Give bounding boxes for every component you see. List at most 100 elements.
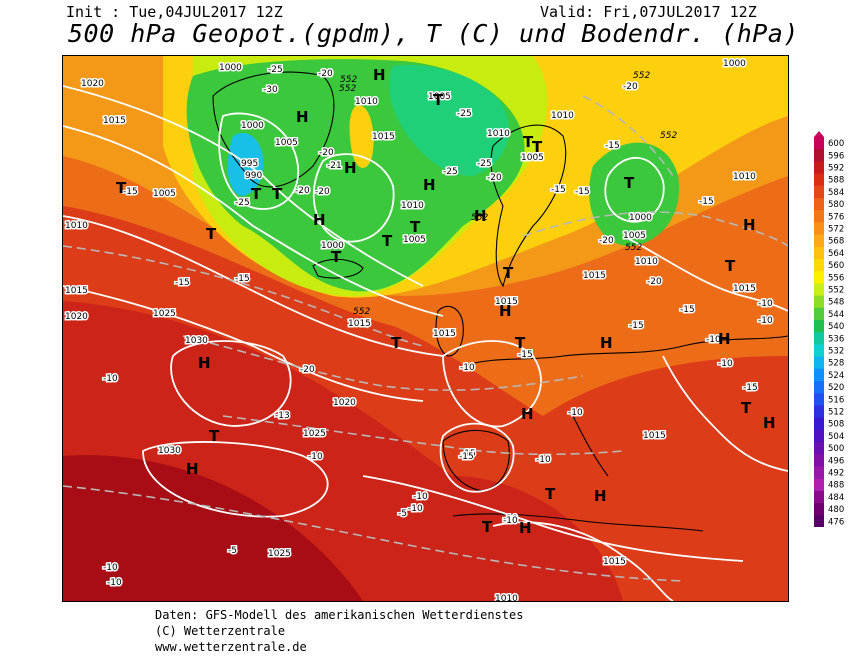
temp-label-42: -5	[228, 546, 237, 556]
temp-label-29: -15	[680, 305, 695, 315]
low-marker-12: T	[503, 264, 514, 282]
legend-swatch	[814, 393, 824, 406]
geopot-label-4: 552	[625, 243, 642, 253]
isotherm-1	[63, 245, 424, 347]
temp-label-16: -20	[599, 236, 614, 246]
high-marker-3: H	[344, 159, 357, 177]
temp-label-14: -15	[551, 185, 566, 195]
legend-swatch	[814, 283, 824, 296]
low-marker-11: T	[624, 174, 635, 192]
temp-label-39: -10	[107, 578, 122, 588]
high-marker-14: H	[594, 487, 607, 505]
low-marker-10: T	[532, 138, 543, 156]
isotherm-2	[182, 335, 584, 391]
temp-label-12: -25	[443, 167, 458, 177]
high-marker-1: H	[373, 66, 386, 84]
legend-swatch	[814, 210, 824, 223]
high-marker-9: H	[600, 334, 613, 352]
legend-swatch	[814, 295, 824, 309]
high-marker-13: H	[186, 460, 199, 478]
legend-level-label: 532	[828, 347, 844, 357]
temp-label-11: -20	[487, 173, 502, 183]
isobar-15	[622, 235, 788, 312]
isobar-label-19: 1020	[333, 398, 356, 408]
isobar-label-30: 1015	[495, 297, 518, 307]
legend-swatch	[814, 149, 824, 162]
legend-level-label: 540	[828, 322, 844, 332]
init-time-label: Init : Tue,04JUL2017 12Z	[66, 3, 283, 21]
isotherm-3	[222, 415, 624, 456]
map-title: 500 hPa Geopot.(gpdm), T (C) und Bodendr…	[68, 19, 799, 48]
isobar-11	[439, 422, 515, 493]
legend-swatch	[814, 234, 824, 248]
temp-label-34: -10	[718, 359, 733, 369]
temp-label-2: -20	[318, 69, 333, 79]
legend-level-label: 512	[828, 408, 844, 418]
legend-swatch	[814, 222, 824, 235]
low-marker-2: T	[251, 185, 262, 203]
legend-swatch	[814, 307, 824, 321]
isotherm-5	[522, 211, 788, 247]
legend-swatch	[814, 271, 824, 284]
low-marker-19: T	[741, 399, 752, 417]
high-marker-15: H	[519, 519, 532, 537]
isobar-label-14: 1000	[321, 241, 344, 251]
field-orange	[63, 96, 788, 416]
legend-swatch	[814, 161, 824, 174]
legend-level-label: 504	[828, 432, 844, 442]
isobar-label-22: 1015	[433, 329, 456, 339]
legend-swatch	[814, 137, 824, 150]
isobar-13	[492, 521, 674, 601]
temp-label-35: -13	[275, 411, 290, 421]
isobar-label-24: 1000	[629, 213, 652, 223]
legend-level-label: 592	[828, 164, 844, 174]
isobar-label-12: 1010	[487, 129, 510, 139]
high-marker-12: H	[521, 405, 534, 423]
isobar-label-37: 1015	[603, 557, 626, 567]
legend-level-label: 492	[828, 469, 844, 479]
temp-label-15: -15	[575, 187, 590, 197]
isobar-label-36: 1015	[643, 431, 666, 441]
legend-swatch	[814, 344, 824, 357]
legend-level-label: 480	[828, 505, 844, 515]
low-marker-13: T	[725, 257, 736, 275]
temp-label-8: -20	[315, 187, 330, 197]
isotherm-4	[63, 485, 684, 582]
geopot-label-3: 552	[660, 131, 677, 141]
isobar-label-21: 1025	[303, 429, 326, 439]
high-marker-11: H	[198, 354, 211, 372]
low-marker-5: T	[331, 248, 342, 266]
coastline-iceland	[312, 258, 364, 279]
legend-level-label: 484	[828, 493, 844, 503]
isobar-label-6: 995	[241, 159, 258, 169]
isobar-label-39: 1020	[65, 312, 88, 322]
legend-swatch	[814, 466, 824, 479]
high-marker-7: H	[743, 216, 756, 234]
temp-label-37: -10	[503, 514, 518, 524]
low-marker-18: T	[482, 518, 493, 536]
legend-level-label: 476	[828, 517, 844, 527]
isobar-label-10: 1000	[219, 63, 242, 73]
legend-swatch	[814, 515, 824, 528]
legend-swatch	[814, 381, 824, 394]
isobar-4	[63, 285, 424, 402]
temp-label-43: -10	[413, 492, 428, 502]
low-marker-17: T	[545, 485, 556, 503]
coastline-europe	[462, 335, 788, 367]
coastline-italy	[572, 415, 609, 477]
legend-level-label: 548	[828, 298, 844, 308]
temp-label-18: -15	[123, 187, 138, 197]
legend-swatch	[814, 503, 824, 516]
temp-label-41: -5	[398, 509, 407, 519]
isobar-label-3: 1005	[153, 189, 176, 199]
isobar-label-4: 1000	[241, 121, 264, 131]
temp-label-40: -15	[459, 452, 474, 462]
pressure-isobars	[63, 85, 788, 601]
isobar-label-32: 1010	[551, 111, 574, 121]
low-marker-4: T	[206, 225, 217, 243]
temp-label-25: -10	[568, 408, 583, 418]
geopot-label-6: 552	[471, 213, 488, 223]
legend-swatch	[814, 198, 824, 211]
temp-label-38: -10	[103, 563, 118, 573]
temp-label-44: -10	[408, 504, 423, 514]
